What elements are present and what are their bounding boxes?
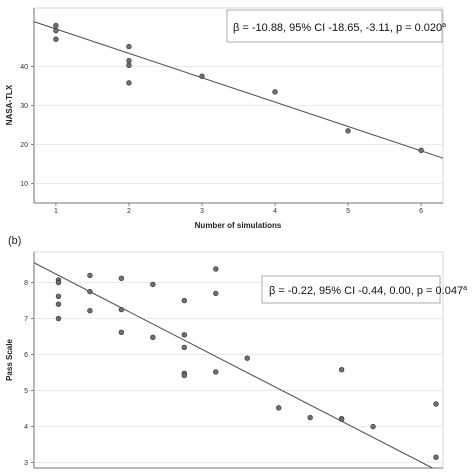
data-point	[87, 288, 93, 295]
data-point	[181, 297, 188, 304]
y-tick-label: 10	[20, 181, 28, 188]
data-point	[338, 416, 345, 423]
annotation-text: β = -0.22, 95% CI -0.44, 0.00, p = 0.047…	[269, 285, 467, 297]
data-point	[181, 344, 188, 351]
data-point	[370, 423, 376, 430]
x-tick-label: 6	[419, 208, 423, 215]
data-point	[213, 266, 219, 272]
y-tick-label: 5	[24, 388, 28, 395]
chart-panel-2: 3 4 5 6 7 8 Pass Scale (b) β = -0.22, 95% CI -0.…	[5, 235, 467, 469]
x-tick-label: 3	[200, 208, 204, 215]
regression-line	[34, 21, 443, 159]
data-point	[244, 355, 250, 361]
data-point	[433, 401, 439, 407]
data-point	[276, 405, 282, 411]
x-tick-label: 5	[346, 208, 350, 215]
x-axis-label: Number of simulations	[195, 221, 282, 230]
data-point	[53, 27, 59, 34]
data-point	[338, 367, 345, 373]
y-tick-label: 4	[24, 424, 28, 431]
regression-line	[34, 262, 434, 468]
data-point	[53, 22, 59, 29]
data-point	[345, 128, 351, 134]
y-tick-label: 20	[20, 142, 28, 149]
annotation-superscript: a	[442, 22, 446, 29]
y-tick-label: 7	[24, 316, 28, 323]
data-point	[307, 414, 313, 421]
data-point	[126, 57, 132, 64]
data-point	[181, 372, 188, 379]
y-tick-label: 6	[24, 352, 28, 359]
data-point	[126, 62, 132, 69]
x-tick-label: 1	[54, 208, 58, 215]
data-point	[55, 279, 62, 286]
y-tick-label: 30	[20, 103, 28, 110]
data-point	[181, 332, 188, 338]
data-point	[418, 147, 424, 154]
y-axis-label: Pass Scale	[5, 339, 14, 381]
data-point	[55, 293, 62, 299]
data-point	[150, 334, 156, 341]
y-axis-label: NASA-TLX	[5, 84, 14, 125]
data-point	[118, 306, 125, 313]
data-point	[433, 454, 439, 460]
y-tick-label: 3	[24, 460, 28, 467]
data-point	[87, 307, 93, 314]
data-point	[213, 290, 219, 297]
data-point	[213, 369, 219, 375]
annotation-box	[226, 9, 443, 43]
y-tick-label: 8	[24, 280, 28, 287]
annotation-superscript: a	[463, 285, 467, 292]
data-point	[55, 315, 62, 322]
data-point	[272, 89, 278, 95]
data-point	[118, 275, 125, 281]
data-point	[126, 80, 132, 86]
y-tick-label: 40	[20, 64, 28, 71]
data-point	[126, 43, 132, 50]
data-point	[87, 272, 93, 279]
x-tick-label: 4	[273, 208, 277, 215]
data-point	[199, 73, 205, 79]
data-point	[150, 281, 156, 288]
chart-panel-1: 10 20 30 40 1 2 3 4 5 6 Number of simulations NASA-…	[5, 7, 446, 230]
panel-label: (b)	[8, 235, 21, 247]
data-point	[55, 301, 62, 307]
annotation-box	[261, 275, 441, 304]
x-tick-label: 2	[127, 208, 131, 215]
data-point	[53, 36, 59, 42]
data-point	[118, 329, 125, 335]
annotation-text: β = -10.88, 95% CI -18.65, -3.11, p = 0.…	[233, 22, 446, 34]
